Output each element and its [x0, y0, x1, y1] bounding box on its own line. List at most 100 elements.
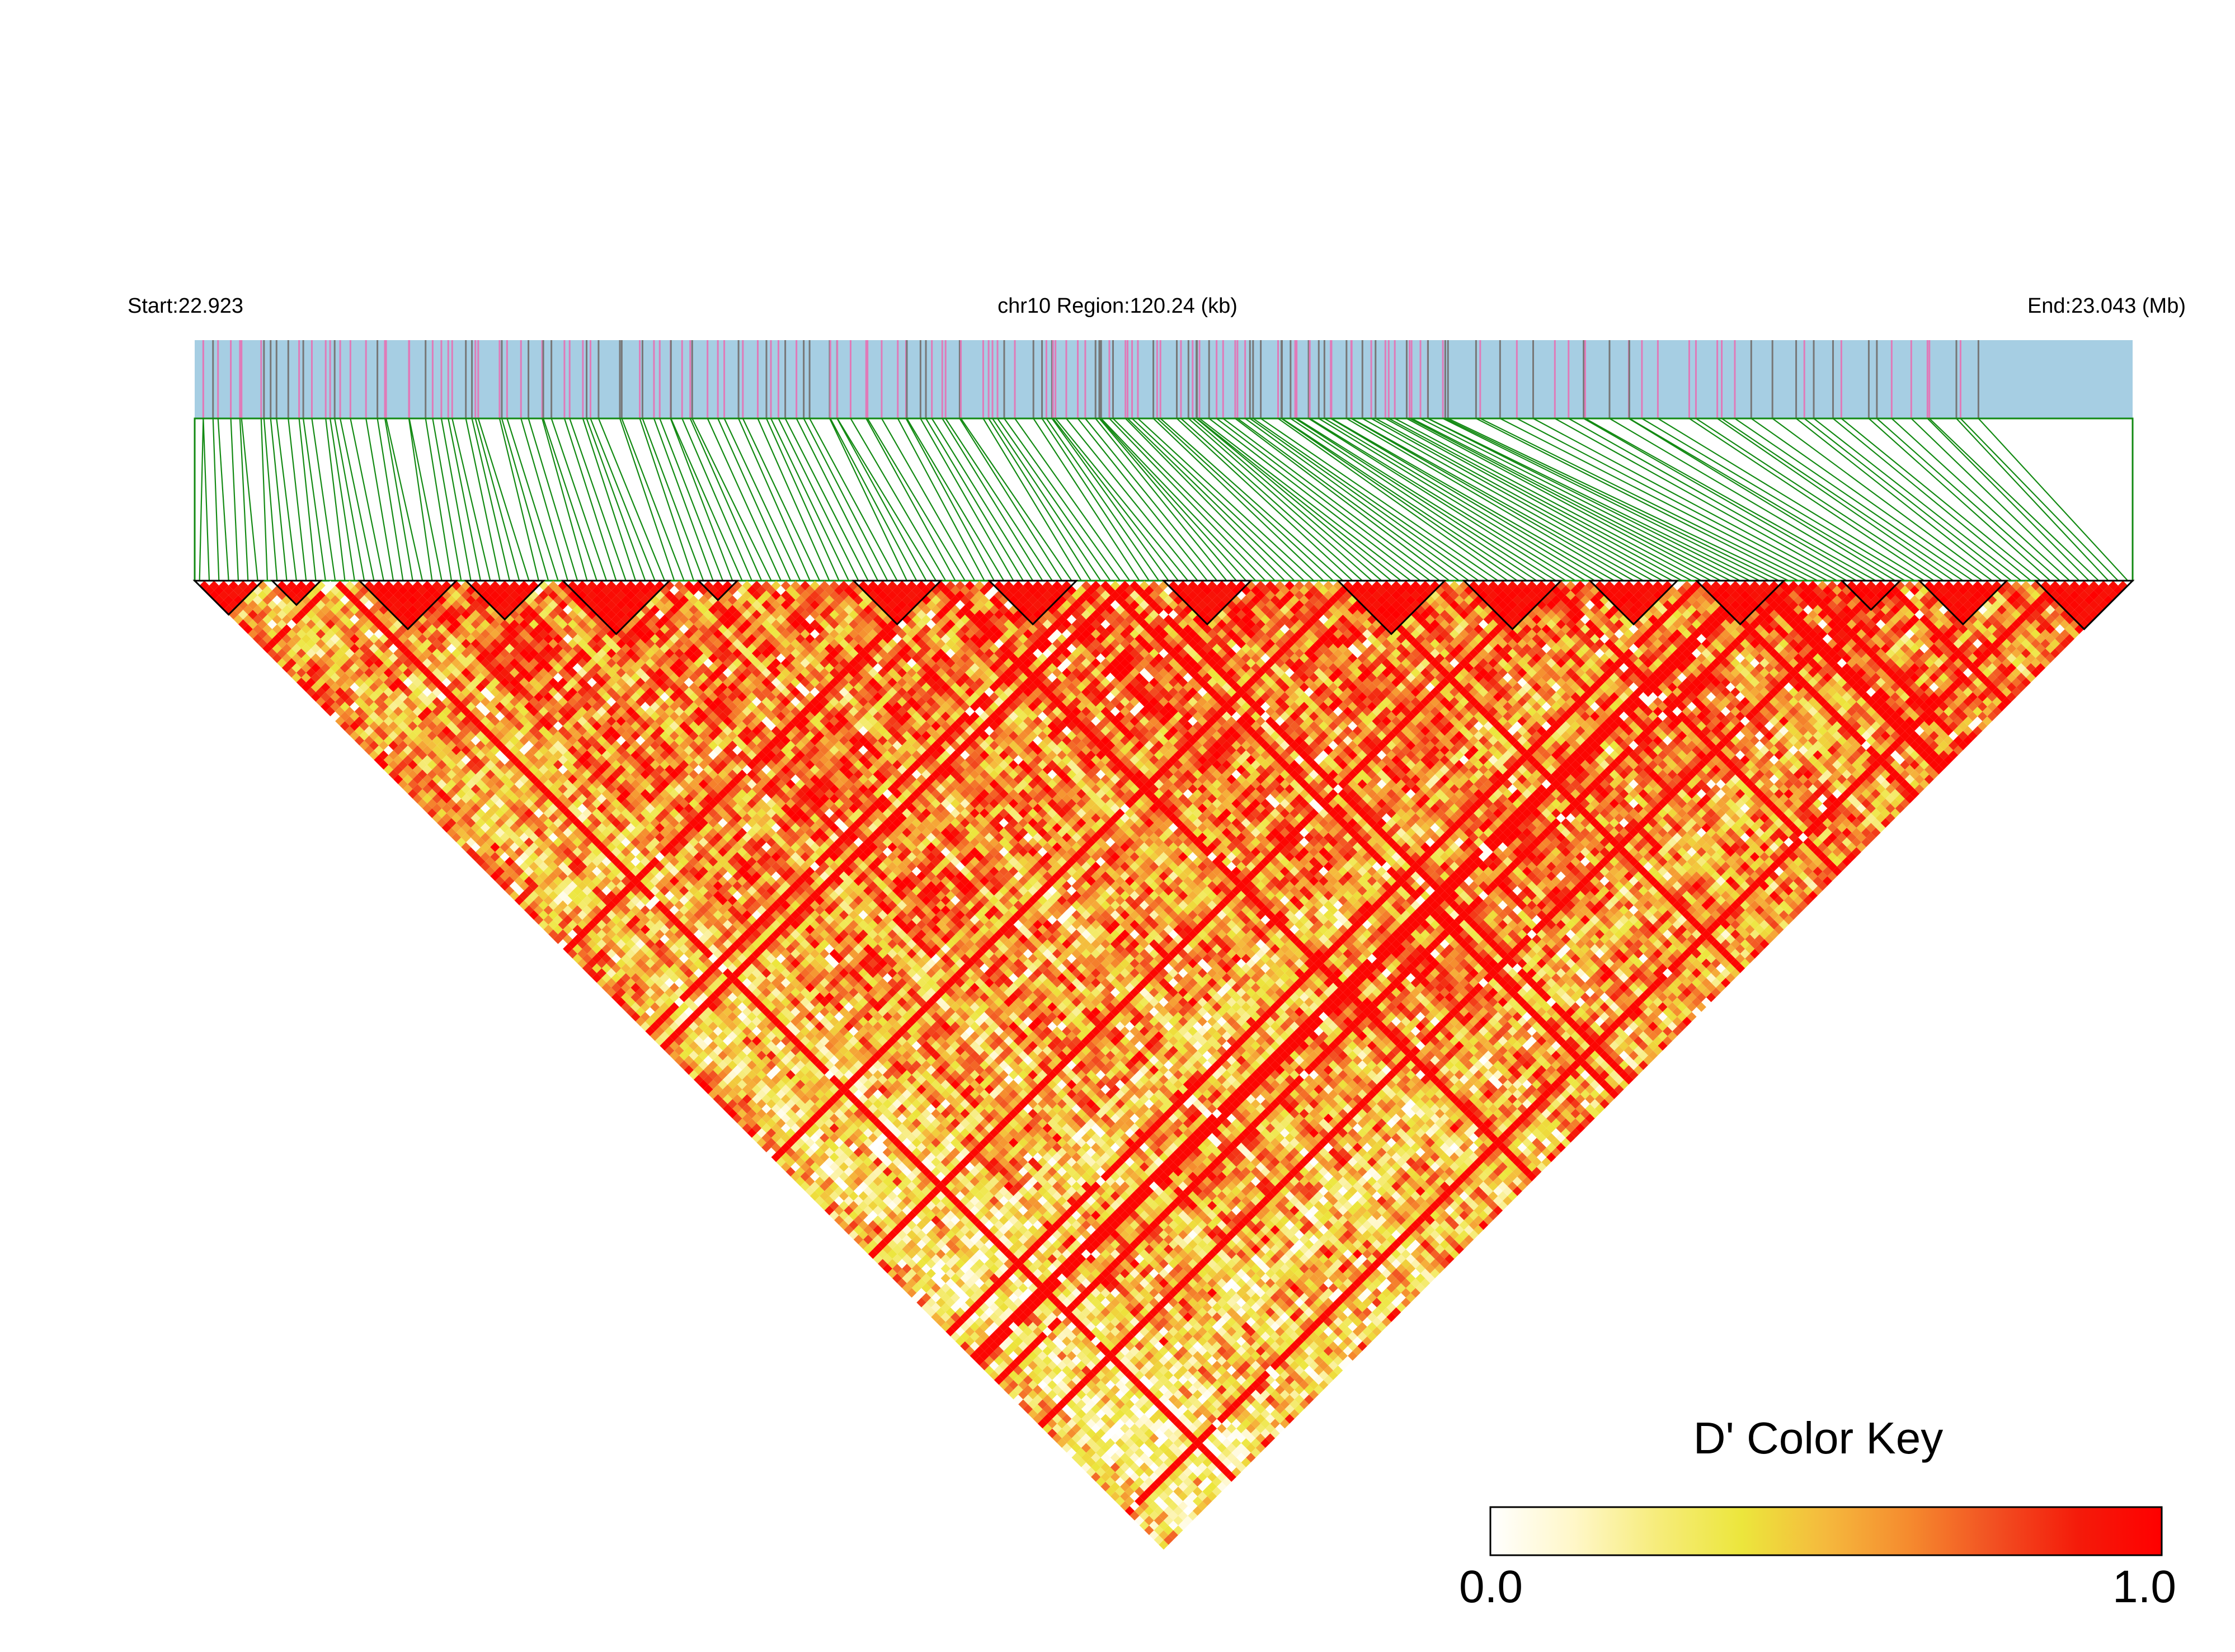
snp-connector	[1795, 418, 2002, 581]
ld-cell	[829, 1191, 839, 1201]
ld-cell	[388, 760, 398, 770]
ld-cell	[820, 1181, 830, 1192]
ld-cell	[1076, 1438, 1086, 1448]
ld-cell	[505, 856, 515, 867]
ld-cell	[780, 1142, 791, 1152]
ld-cell	[1057, 1438, 1067, 1448]
snp-connector	[1156, 418, 1334, 581]
ld-cell	[625, 987, 636, 997]
ld-cell	[630, 1011, 641, 1022]
snp-connector	[590, 418, 656, 581]
snp-connector	[997, 418, 1111, 581]
ld-cell	[650, 1022, 660, 1032]
ld-cell	[310, 692, 321, 702]
snp-tick-marks	[202, 340, 1979, 418]
ld-cell	[548, 910, 558, 920]
ld-cell	[999, 1361, 1009, 1371]
ld-cell	[684, 1036, 694, 1046]
ld-cell	[325, 677, 336, 688]
ld-cell	[911, 1264, 921, 1274]
ld-cell	[427, 798, 437, 809]
ld-cell	[398, 750, 408, 760]
ld-cell	[989, 1350, 999, 1361]
ld-cell	[674, 1055, 684, 1065]
snp-connector	[542, 418, 588, 581]
snp-connector	[451, 418, 491, 581]
ld-cell	[219, 581, 229, 591]
ld-cell	[756, 1128, 766, 1138]
ld-cell	[582, 934, 592, 944]
ld-cell	[863, 1225, 873, 1235]
ld-cell	[805, 1157, 815, 1167]
ld-cell	[524, 886, 534, 896]
snp-connector	[263, 418, 278, 581]
snp-connector	[239, 418, 249, 581]
ld-cell	[596, 949, 607, 959]
ld-cell	[432, 794, 442, 804]
ld-cell	[398, 779, 408, 789]
ld-cell	[892, 1273, 902, 1283]
snp-connector	[1628, 418, 1896, 581]
snp-connector	[1014, 418, 1131, 581]
ld-cell	[868, 1249, 878, 1259]
ld-cell	[1018, 1380, 1028, 1390]
ld-cell	[350, 711, 360, 722]
ld-cell	[999, 1380, 1009, 1390]
snp-connector	[1804, 418, 2012, 581]
ld-cell	[267, 648, 277, 658]
ld-cell	[844, 1206, 854, 1216]
ld-cell	[204, 585, 214, 595]
snp-connector	[1296, 418, 1557, 581]
ld-cell	[417, 769, 427, 780]
ld-cell	[301, 682, 311, 693]
snp-connector	[384, 418, 413, 581]
snp-connector	[448, 418, 482, 581]
ld-cell	[636, 1007, 646, 1017]
ld-cell	[335, 696, 345, 707]
ld-cell	[650, 1031, 660, 1041]
ld-cell	[931, 1293, 941, 1303]
ld-cell	[844, 1225, 854, 1235]
snp-connector	[1109, 418, 1266, 581]
ld-cell	[1159, 1540, 1169, 1550]
ld-cell	[931, 1283, 941, 1293]
ld-cell	[427, 789, 437, 799]
ld-cell	[868, 1239, 878, 1250]
ld-cell	[408, 789, 418, 799]
ld-cell	[892, 1244, 902, 1254]
snp-connector	[836, 418, 927, 581]
snp-connector	[906, 418, 1005, 581]
ld-cell	[451, 832, 462, 843]
ld-cell	[751, 1133, 762, 1143]
ld-cell	[340, 702, 350, 712]
snp-connector	[1180, 418, 1363, 581]
snp-connector	[765, 418, 840, 581]
snp-connector	[1004, 418, 1121, 581]
ld-cell	[810, 1191, 820, 1201]
ld-cell	[1105, 1467, 1116, 1477]
snp-connector	[1960, 418, 2119, 581]
ld-cell	[243, 614, 253, 624]
ld-cell	[296, 677, 307, 688]
ld-cell	[926, 1278, 936, 1288]
ld-cell	[684, 1065, 694, 1075]
ld-cell	[228, 581, 238, 591]
ld-cell	[596, 968, 607, 978]
ld-cell	[979, 1331, 990, 1342]
snp-connector	[1099, 418, 1247, 581]
ld-cell	[408, 779, 418, 789]
ld-cell	[1154, 1525, 1164, 1536]
snp-connector	[1641, 418, 1915, 581]
ld-cell	[1100, 1462, 1111, 1472]
ld-cell	[970, 1350, 980, 1361]
ld-cell	[737, 1089, 747, 1099]
ld-cell	[1066, 1448, 1077, 1458]
ld-cell	[979, 1361, 990, 1371]
ld-cell	[1066, 1438, 1077, 1448]
ld-cell	[902, 1283, 912, 1293]
ld-cell	[238, 590, 248, 600]
ld-cell	[267, 619, 277, 629]
ld-cell	[485, 856, 495, 867]
ld-cell	[795, 1166, 806, 1177]
ld-cell	[655, 1026, 665, 1037]
